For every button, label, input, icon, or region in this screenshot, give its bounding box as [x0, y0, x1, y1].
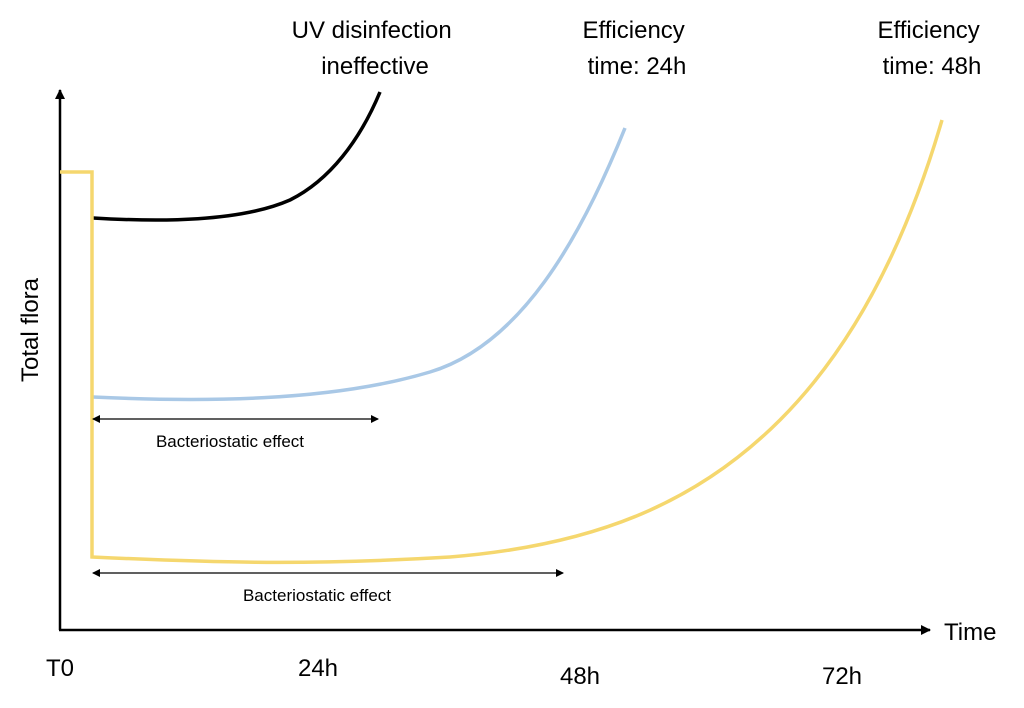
x-tick-label: 48h: [560, 663, 600, 690]
x-tick-label: 24h: [298, 655, 338, 682]
annotation-line: UV disinfection: [292, 17, 452, 44]
y-axis-label: Total flora: [17, 277, 44, 382]
bracket-label: Bacteriostatic effect: [243, 586, 391, 605]
x-tick-label: T0: [46, 655, 74, 682]
x-axis-label: Time: [944, 619, 996, 646]
efficiency-24h-curve: [92, 127, 627, 402]
annotation: UV disinfection ineffective: [292, 17, 459, 80]
annotation: Efficiency time: 48h: [878, 17, 987, 80]
annotation: Efficiency time: 24h: [583, 17, 692, 80]
x-tick-label: 72h: [822, 663, 862, 690]
annotation-line: time: 48h: [883, 53, 982, 80]
annotation-line: ineffective: [321, 53, 429, 80]
bracket-label: Bacteriostatic effect: [156, 432, 304, 451]
annotation-line: Efficiency: [583, 17, 685, 44]
uv-ineffective-curve: [92, 91, 382, 222]
efficiency-48h-curve: [60, 119, 944, 565]
annotation-line: Efficiency: [878, 17, 980, 44]
annotation-line: time: 24h: [588, 53, 687, 80]
